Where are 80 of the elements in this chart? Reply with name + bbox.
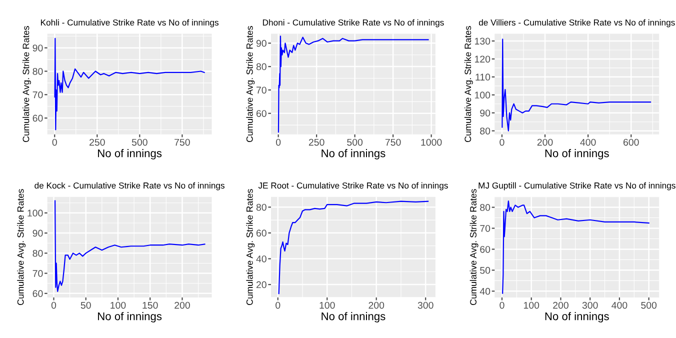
x-tick-label: 200 [553, 302, 568, 309]
x-tick-label: 200 [368, 302, 384, 309]
x-tick-label: 100 [320, 302, 335, 309]
x-tick-label: 0 [500, 138, 504, 146]
chart-title: de Villiers - Cumulative Strike Rate vs No of innings [478, 19, 675, 28]
x-axis-title: No of innings [545, 312, 609, 322]
chart-title: de Kock - Cumulative Strike Rate vs No of innings [34, 182, 224, 190]
x-tick-label: 750 [174, 138, 190, 146]
line-series [278, 200, 429, 294]
y-tick-label: 80 [256, 63, 266, 70]
x-axis-title: No of innings [545, 149, 609, 160]
y-tick-label: 80 [32, 68, 43, 75]
y-tick-label: 70 [480, 224, 490, 232]
y-tick-label: 90 [32, 230, 43, 237]
x-axis-title: No of innings [98, 312, 162, 322]
y-tick-label: 60 [256, 230, 266, 237]
y-tick-label: 90 [480, 110, 490, 116]
y-tick-label: 100 [475, 92, 490, 99]
y-tick-label: 110 [476, 74, 490, 81]
x-tick-label: 50 [80, 302, 91, 309]
y-axis-title: Cumulative Avg. Strike Rates [246, 26, 255, 142]
y-tick-label: 40 [256, 255, 266, 262]
x-tick-label: 0 [52, 138, 57, 146]
x-tick-label: 1000 [421, 138, 442, 146]
line-series [278, 36, 429, 133]
y-tick-label: 80 [256, 204, 266, 211]
chart-title: JE Root - Cumulative Strike Rate vs No of innings [258, 182, 448, 190]
x-tick-label: 300 [582, 302, 598, 309]
x-tick-label: 500 [641, 302, 657, 309]
y-axis-title: Cumulative Avg. Strike Rates [464, 26, 473, 142]
y-axis-title: Cumulative Avg. Strike Rates [470, 189, 478, 306]
x-tick-label: 0 [500, 302, 504, 309]
x-tick-label: 500 [132, 138, 148, 146]
x-tick-label: 500 [347, 138, 363, 146]
chart-title: MJ Guptill - Cumulative Strike Rate vs No of innings [478, 182, 676, 190]
x-tick-label: 200 [537, 138, 553, 146]
x-tick-label: 0 [51, 302, 56, 309]
y-axis-title: Cumulative Avg. Strike Rates [17, 189, 26, 306]
y-tick-label: 50 [480, 266, 490, 274]
x-tick-label: 100 [110, 302, 126, 309]
y-axis-title: Cumulative Avg. Strike Rates [22, 26, 31, 142]
y-tick-label: 100 [28, 210, 43, 217]
x-tick-label: 250 [90, 138, 105, 146]
x-tick-label: 300 [418, 302, 434, 309]
y-tick-label: 70 [256, 86, 266, 94]
y-tick-label: 90 [256, 40, 266, 47]
chart-title: Kohli - Cumulative Strike Rate vs No of innings [41, 19, 218, 28]
y-tick-label: 70 [32, 270, 43, 277]
y-tick-label: 130 [475, 38, 490, 45]
line-series [502, 38, 652, 132]
x-tick-label: 100 [524, 302, 540, 309]
y-tick-label: 120 [475, 56, 490, 63]
x-tick-label: 200 [174, 302, 190, 309]
x-tick-label: 0 [276, 302, 280, 309]
x-tick-label: 250 [308, 138, 324, 146]
x-tick-label: 600 [624, 138, 639, 146]
y-tick-label: 80 [480, 204, 490, 211]
x-tick-label: 0 [276, 138, 281, 146]
line-series [54, 200, 206, 292]
line-series [502, 200, 650, 294]
chart-title: Dhoni - Cumulative Strike Rate vs No of innings [262, 19, 444, 28]
x-tick-label: 750 [385, 138, 401, 146]
line-series [54, 38, 205, 130]
x-axis-title: No of innings [322, 312, 386, 322]
x-tick-label: 400 [580, 138, 596, 146]
x-tick-label: 400 [612, 302, 628, 309]
y-tick-label: 60 [480, 246, 490, 253]
x-axis-title: No of innings [98, 149, 162, 160]
y-tick-label: 70 [32, 91, 43, 98]
y-tick-label: 20 [256, 281, 266, 288]
y-tick-label: 90 [32, 44, 43, 52]
y-tick-label: 80 [32, 250, 43, 257]
y-tick-label: 60 [256, 110, 266, 117]
x-axis-title: No of innings [322, 149, 386, 160]
x-tick-label: 150 [142, 302, 158, 309]
y-tick-label: 40 [480, 288, 490, 295]
y-tick-label: 60 [32, 290, 43, 298]
y-axis-title: Cumulative Avg. Strike Rates [246, 189, 255, 306]
y-tick-label: 80 [480, 128, 490, 134]
y-tick-label: 60 [32, 114, 43, 122]
